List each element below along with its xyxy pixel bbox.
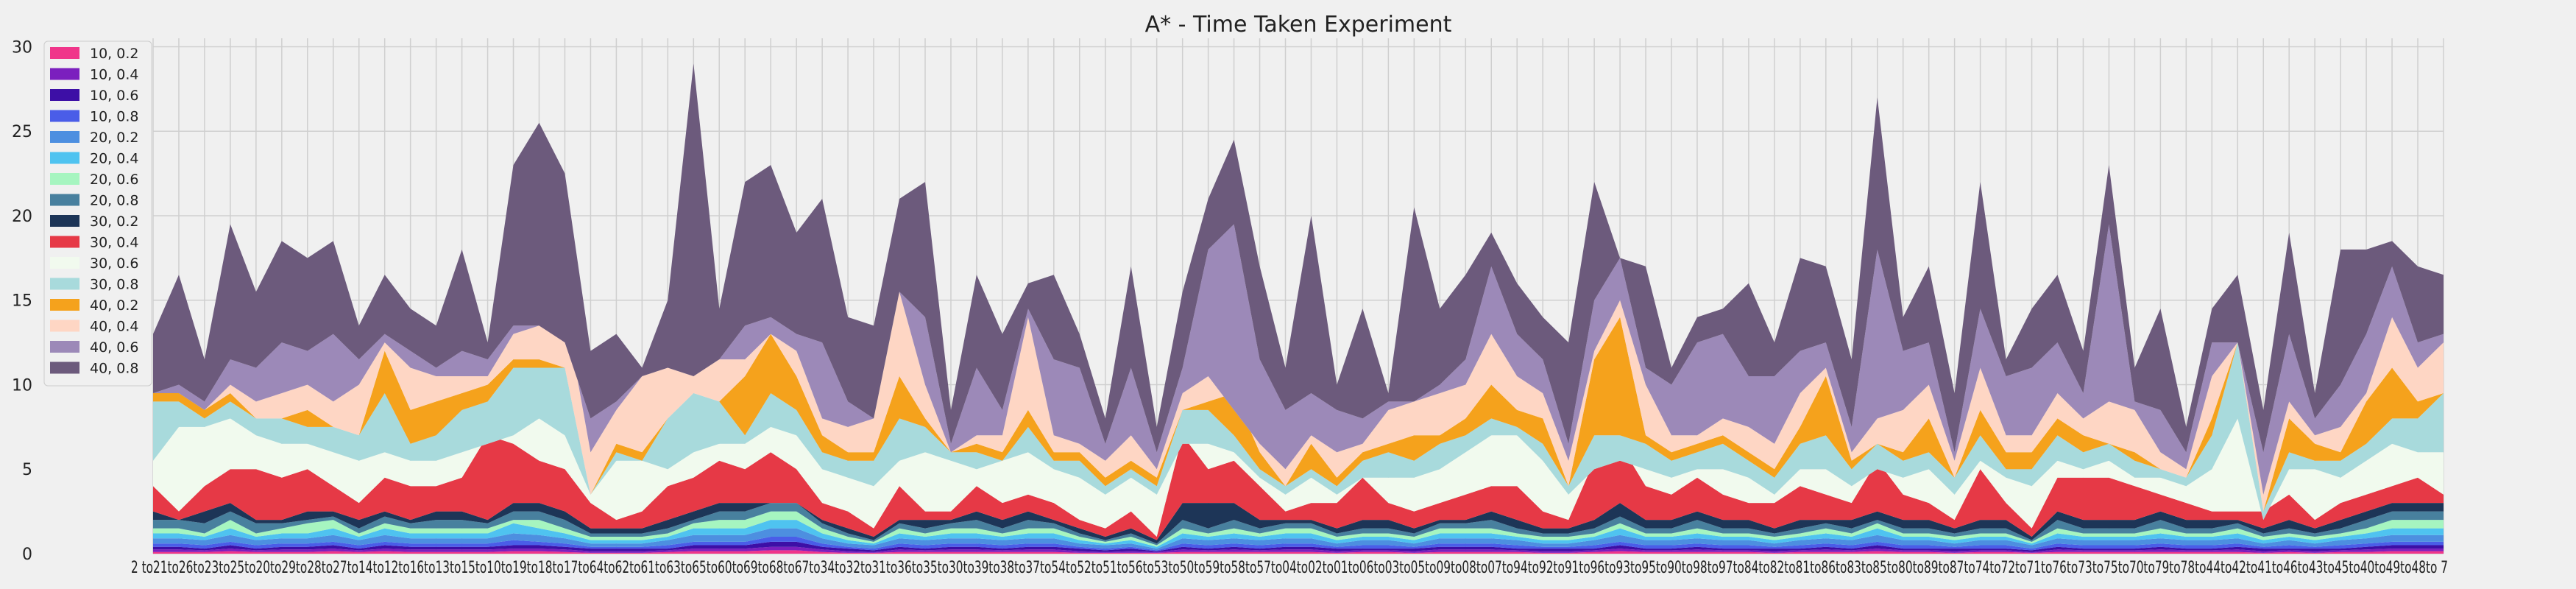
area-series-10-0-4 xyxy=(153,546,2444,553)
y-tick-label: 30 xyxy=(12,38,32,57)
area-series-20-0-6 xyxy=(153,511,2444,547)
area-series-30-0-8 xyxy=(153,342,2444,521)
area-series-10-0-8 xyxy=(153,537,2444,551)
legend-label: 20, 0.2 xyxy=(90,130,138,146)
area-series-40-0-6 xyxy=(153,224,2444,495)
legend-label: 30, 0.2 xyxy=(90,214,138,230)
legend-swatch xyxy=(50,68,79,80)
legend-swatch xyxy=(50,299,79,311)
legend-label: 30, 0.4 xyxy=(90,235,138,251)
legend-swatch xyxy=(50,361,79,374)
legend-swatch xyxy=(50,110,79,122)
axis-layer: 0 5 10 15 20 25 30 xyxy=(12,38,32,564)
legend-swatch xyxy=(50,47,79,59)
legend-label: 30, 0.6 xyxy=(90,255,138,272)
y-tick-label: 25 xyxy=(12,123,32,141)
legend-swatch xyxy=(50,194,79,206)
legend-label: 40, 0.6 xyxy=(90,339,138,356)
chart-title: A* - Time Taken Experiment xyxy=(1145,12,1452,38)
legend-label: 10, 0.6 xyxy=(90,88,138,104)
area-series-30-0-6 xyxy=(153,418,2444,537)
legend-label: 10, 0.2 xyxy=(90,46,138,62)
y-tick-label: 5 xyxy=(22,461,32,479)
x-axis-tick-labels: 2 to21to26to23to25to20to29to28to27to14to… xyxy=(131,559,2448,577)
y-tick-label: 20 xyxy=(12,208,32,226)
legend-swatch xyxy=(50,341,79,353)
legend-label: 20, 0.6 xyxy=(90,172,138,188)
area-series-40-0-2 xyxy=(153,317,2444,512)
legend: 10, 0.2 10, 0.4 10, 0.6 10, 0.8 20, 0.2 20, 0… xyxy=(43,40,152,387)
y-tick-label: 0 xyxy=(22,546,32,564)
area-series-20-0-4 xyxy=(153,520,2444,549)
legend-label: 40, 0.4 xyxy=(90,319,138,335)
legend-swatch xyxy=(50,215,79,227)
area-series-40-0-4 xyxy=(153,292,2444,512)
legend-label: 10, 0.4 xyxy=(90,67,138,83)
area-series-30-0-4 xyxy=(153,435,2444,540)
area-series-20-0-2 xyxy=(153,528,2444,551)
legend-swatch xyxy=(50,89,79,101)
legend-label: 40, 0.8 xyxy=(90,361,138,377)
area-series-30-0-2 xyxy=(153,503,2444,544)
area-series-40-0-8 xyxy=(153,63,2444,453)
legend-label: 40, 0.2 xyxy=(90,297,138,314)
legend-label: 30, 0.8 xyxy=(90,277,138,293)
legend-label: 10, 0.8 xyxy=(90,109,138,125)
legend-swatch xyxy=(50,152,79,164)
legend-swatch xyxy=(50,278,79,290)
area-series-10-0-6 xyxy=(153,541,2444,552)
legend-label: 20, 0.8 xyxy=(90,193,138,209)
legend-swatch xyxy=(50,257,79,269)
legend-swatch xyxy=(50,320,79,332)
legend-swatch xyxy=(50,131,79,143)
legend-label: 20, 0.4 xyxy=(90,151,138,167)
area-series-20-0-8 xyxy=(153,503,2444,546)
legend-swatch xyxy=(50,173,79,185)
legend-swatch xyxy=(50,236,79,248)
y-tick-label: 10 xyxy=(12,376,32,395)
area-layer xyxy=(153,63,2444,554)
y-tick-label: 15 xyxy=(12,292,32,311)
